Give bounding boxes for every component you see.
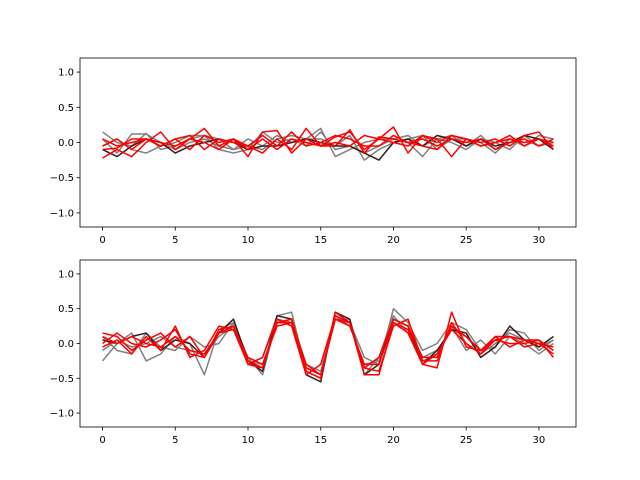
x-tick-label: 5: [172, 435, 178, 446]
x-tick-label: 25: [460, 435, 473, 446]
x-tick-label: 0: [99, 235, 105, 246]
y-tick-label: −1.0: [50, 409, 74, 420]
y-tick-label: 1.0: [58, 68, 74, 79]
x-tick-label: 0: [99, 435, 105, 446]
series-group: [102, 126, 555, 161]
series-line-6: [102, 127, 554, 154]
series-group: [101, 307, 555, 383]
x-tick-label: 15: [314, 435, 327, 446]
y-tick-label: 0.0: [58, 339, 74, 350]
y-tick-label: −0.5: [50, 173, 74, 184]
x-tick-label: 20: [387, 235, 400, 246]
x-tick-label: 20: [387, 435, 400, 446]
x-tick-label: 10: [242, 235, 255, 246]
y-tick-label: 0.5: [58, 304, 74, 315]
top-subplot: 0 5 10 15 20 25 30 −1.0 −0.5 0.0 0.5 1.0: [50, 57, 577, 246]
series-line-4: [102, 126, 555, 159]
y-tick-label: −1.0: [50, 208, 74, 219]
x-tick-label: 25: [460, 235, 473, 246]
y-tick-label: 1.0: [58, 269, 74, 280]
x-tick-label: 15: [314, 235, 327, 246]
y-tick-label: −0.5: [50, 374, 74, 385]
y-tick-label: 0.5: [58, 103, 74, 114]
bottom-subplot: 0 5 10 15 20 25 30 −1.0 −0.5 0.0 0.5 1.0: [50, 259, 577, 446]
x-tick-label: 30: [533, 235, 546, 246]
x-tick-label: 10: [242, 435, 255, 446]
x-tick-label: 30: [533, 435, 546, 446]
x-tick-label: 5: [172, 235, 178, 246]
series-line-7: [102, 134, 554, 151]
y-tick-label: 0.0: [58, 138, 74, 149]
series-line-7: [102, 318, 554, 376]
